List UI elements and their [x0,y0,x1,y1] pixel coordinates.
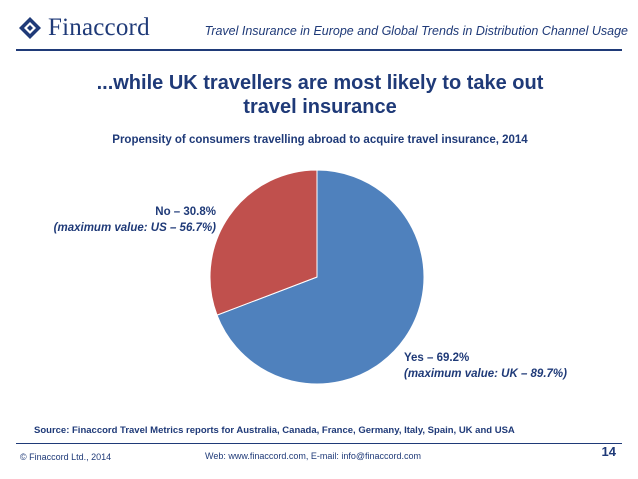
slide-title-line-2: travel insurance [243,96,397,118]
contact-info: Web: www.finaccord.com, E-mail: info@fin… [205,451,422,461]
finaccord-logo: Finaccord [18,14,150,42]
slide-title: ...while UK travellers are most likely t… [40,71,600,119]
logo-text: Finaccord [48,14,150,41]
no-slice-label: No – 30.8% (maximum value: US – 56.7%) [20,204,216,236]
pie-slice-yes [216,169,425,385]
header-divider [16,49,622,51]
footer-divider [16,443,622,444]
report-title: Travel Insurance in Europe and Global Tr… [204,24,628,38]
yes-slice-note: (maximum value: UK – 89.7%) [404,368,567,380]
source-note: Source: Finaccord Travel Metrics reports… [34,425,515,436]
yes-slice-value-label: Yes – 69.2% [404,352,470,364]
diamond-logo-icon [19,17,41,39]
no-slice-value-label: No – 30.8% [155,206,216,218]
slide-title-line-1: ...while UK travellers are most likely t… [96,72,544,94]
pie-slice-no [209,169,318,316]
page-number: 14 [601,444,616,459]
copyright-text: © Finaccord Ltd., 2014 [20,452,112,462]
yes-slice-label: Yes – 69.2% (maximum value: UK – 89.7%) [404,350,567,382]
no-slice-note: (maximum value: US – 56.7%) [53,222,216,234]
chart-title: Propensity of consumers travelling abroa… [112,134,528,146]
